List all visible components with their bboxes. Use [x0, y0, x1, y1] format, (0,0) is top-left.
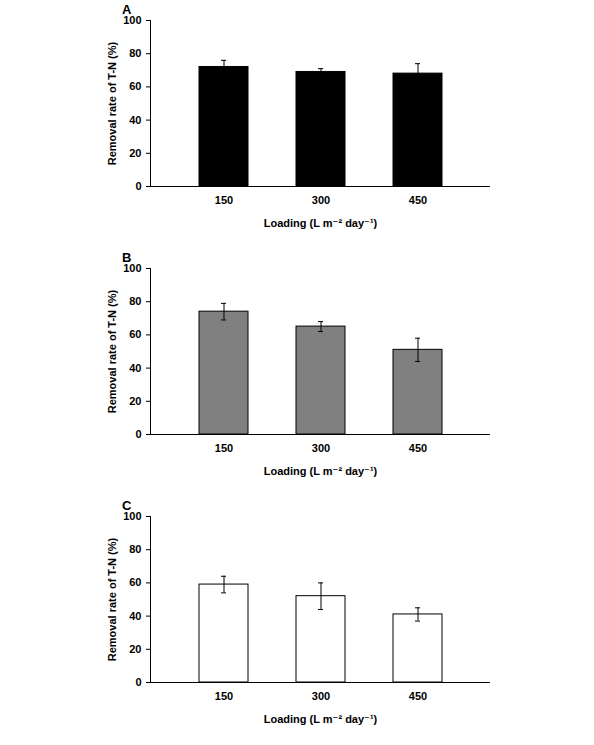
svg-text:60: 60: [129, 576, 141, 588]
svg-text:20: 20: [129, 643, 141, 655]
svg-text:450: 450: [409, 690, 427, 702]
svg-text:Loading (L m⁻² day⁻¹): Loading (L m⁻² day⁻¹): [264, 217, 378, 229]
svg-text:150: 150: [215, 194, 233, 206]
html-text:B: B: [122, 250, 132, 265]
svg-text:20: 20: [129, 147, 141, 159]
svg-text:150: 150: [215, 690, 233, 702]
svg-text:100: 100: [123, 14, 141, 26]
svg-text:300: 300: [312, 194, 330, 206]
html-text:C: C: [122, 498, 132, 513]
svg-text:60: 60: [129, 80, 141, 92]
svg-text:100: 100: [123, 262, 141, 274]
svg-text:100: 100: [123, 510, 141, 522]
svg-text:0: 0: [135, 428, 141, 440]
svg-text:20: 20: [129, 395, 141, 407]
svg-text:450: 450: [409, 442, 427, 454]
svg-text:Loading (L m⁻² day⁻¹): Loading (L m⁻² day⁻¹): [264, 713, 378, 725]
svg-text:Removal rate of T-N (%): Removal rate of T-N (%): [106, 41, 118, 165]
svg-text:60: 60: [129, 328, 141, 340]
svg-text:40: 40: [129, 610, 141, 622]
svg-text:150: 150: [215, 442, 233, 454]
svg-text:300: 300: [312, 442, 330, 454]
svg-text:Loading (L m⁻² day⁻¹): Loading (L m⁻² day⁻¹): [264, 465, 378, 477]
svg-text:0: 0: [135, 180, 141, 192]
svg-text:80: 80: [129, 47, 141, 59]
html-text:A: A: [122, 2, 132, 17]
svg-text:300: 300: [312, 690, 330, 702]
svg-text:80: 80: [129, 543, 141, 555]
svg-text:Removal rate of T-N (%): Removal rate of T-N (%): [106, 537, 118, 661]
svg-text:40: 40: [129, 114, 141, 126]
svg-text:Removal rate of T-N (%): Removal rate of T-N (%): [106, 289, 118, 413]
svg-text:450: 450: [409, 194, 427, 206]
svg-text:40: 40: [129, 362, 141, 374]
svg-text:80: 80: [129, 295, 141, 307]
svg-text:0: 0: [135, 676, 141, 688]
